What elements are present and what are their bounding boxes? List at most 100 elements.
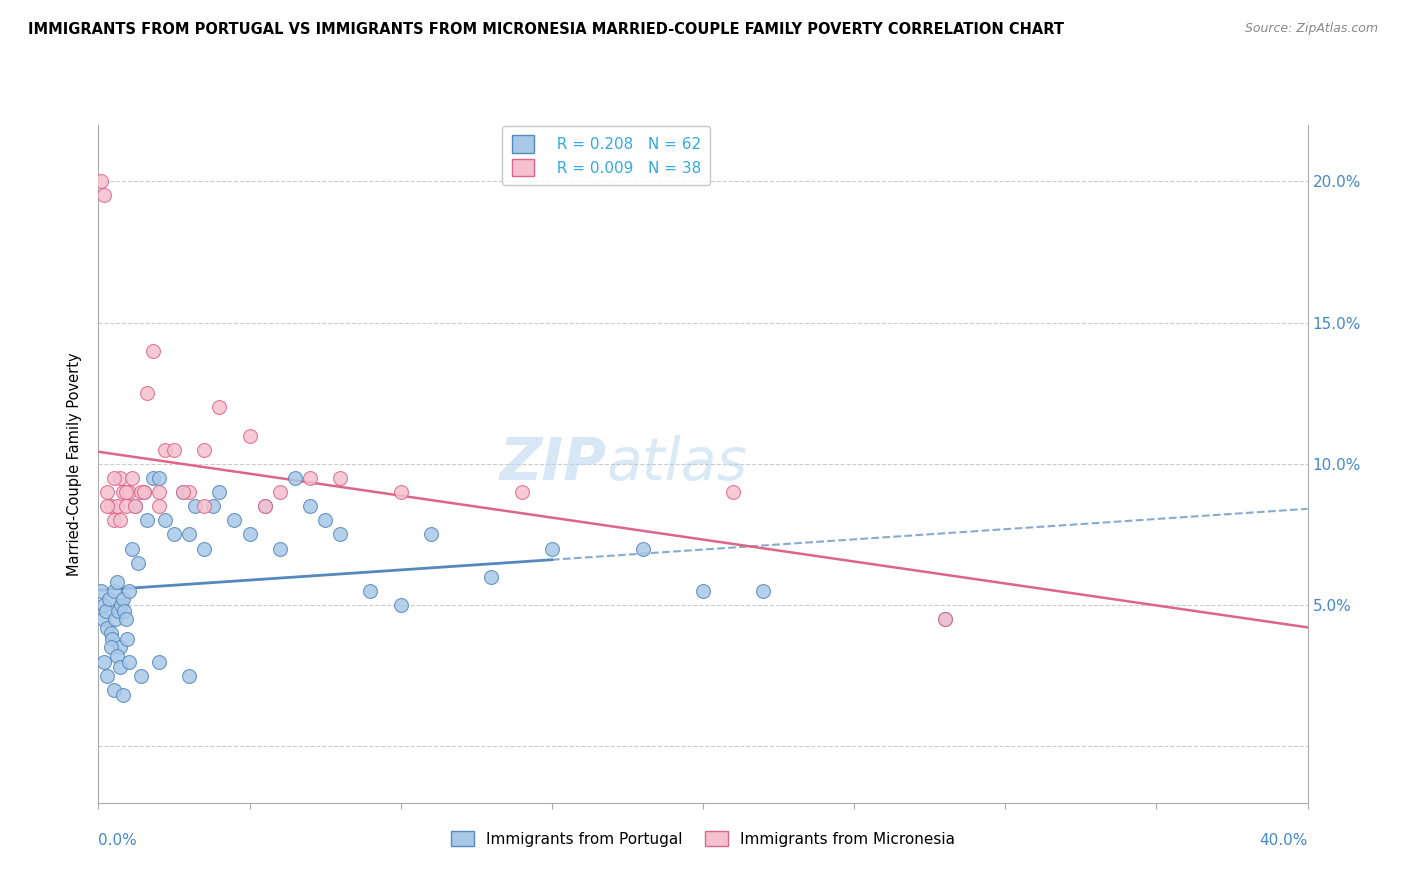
Point bbox=[360, 584, 382, 599]
Point bbox=[193, 541, 215, 556]
Point bbox=[96, 485, 118, 500]
Point bbox=[103, 682, 125, 697]
Point bbox=[239, 428, 262, 442]
Point bbox=[269, 485, 291, 500]
Point bbox=[108, 471, 131, 485]
Point bbox=[96, 669, 118, 683]
Point bbox=[118, 655, 141, 669]
Point bbox=[934, 612, 956, 626]
Point bbox=[934, 612, 956, 626]
Text: atlas: atlas bbox=[606, 435, 747, 492]
Point bbox=[153, 513, 176, 527]
Point bbox=[121, 471, 143, 485]
Point bbox=[115, 632, 138, 646]
Point bbox=[105, 575, 128, 590]
Point bbox=[172, 485, 194, 500]
Text: 40.0%: 40.0% bbox=[1260, 833, 1308, 848]
Y-axis label: Married-Couple Family Poverty: Married-Couple Family Poverty bbox=[67, 352, 83, 575]
Point bbox=[114, 500, 136, 514]
Point bbox=[118, 584, 141, 599]
Point bbox=[148, 655, 170, 669]
Point bbox=[692, 584, 714, 599]
Point bbox=[193, 500, 215, 514]
Point bbox=[148, 471, 170, 485]
Point bbox=[723, 485, 745, 500]
Point bbox=[121, 541, 143, 556]
Text: ZIP: ZIP bbox=[499, 435, 606, 492]
Point bbox=[148, 500, 170, 514]
Point bbox=[110, 598, 132, 612]
Point bbox=[124, 500, 146, 514]
Point bbox=[253, 500, 276, 514]
Point bbox=[91, 612, 114, 626]
Point bbox=[269, 541, 291, 556]
Text: IMMIGRANTS FROM PORTUGAL VS IMMIGRANTS FROM MICRONESIA MARRIED-COUPLE FAMILY POV: IMMIGRANTS FROM PORTUGAL VS IMMIGRANTS F… bbox=[28, 22, 1064, 37]
Point bbox=[148, 485, 170, 500]
Point bbox=[129, 485, 152, 500]
Point bbox=[100, 500, 122, 514]
Point bbox=[135, 386, 157, 401]
Point bbox=[284, 471, 307, 485]
Point bbox=[111, 689, 134, 703]
Point bbox=[179, 669, 201, 683]
Point bbox=[111, 485, 134, 500]
Point bbox=[101, 632, 124, 646]
Point bbox=[124, 500, 146, 514]
Point bbox=[96, 621, 118, 635]
Point bbox=[108, 513, 131, 527]
Point bbox=[90, 174, 112, 188]
Point bbox=[132, 485, 155, 500]
Point bbox=[510, 485, 533, 500]
Point bbox=[98, 592, 121, 607]
Point bbox=[107, 604, 129, 618]
Point bbox=[224, 513, 246, 527]
Point bbox=[94, 604, 117, 618]
Point bbox=[100, 640, 122, 655]
Point bbox=[103, 584, 125, 599]
Point bbox=[752, 584, 775, 599]
Legend: Immigrants from Portugal, Immigrants from Micronesia: Immigrants from Portugal, Immigrants fro… bbox=[444, 824, 962, 853]
Point bbox=[112, 604, 135, 618]
Point bbox=[132, 485, 155, 500]
Point bbox=[202, 500, 225, 514]
Point bbox=[104, 612, 127, 626]
Point bbox=[111, 592, 134, 607]
Point bbox=[129, 669, 152, 683]
Point bbox=[103, 513, 125, 527]
Point bbox=[90, 584, 112, 599]
Point bbox=[163, 442, 186, 457]
Point bbox=[172, 485, 194, 500]
Point bbox=[631, 541, 654, 556]
Point bbox=[127, 556, 149, 570]
Point bbox=[93, 188, 115, 202]
Point bbox=[93, 598, 115, 612]
Point bbox=[118, 485, 141, 500]
Point bbox=[93, 655, 115, 669]
Point bbox=[299, 500, 322, 514]
Point bbox=[389, 485, 412, 500]
Point bbox=[108, 660, 131, 674]
Point bbox=[142, 471, 165, 485]
Point bbox=[114, 612, 136, 626]
Point bbox=[541, 541, 564, 556]
Point bbox=[105, 648, 128, 663]
Point bbox=[314, 513, 336, 527]
Point bbox=[179, 485, 201, 500]
Point bbox=[420, 527, 443, 541]
Point bbox=[103, 471, 125, 485]
Point bbox=[142, 343, 165, 358]
Point bbox=[108, 640, 131, 655]
Text: Source: ZipAtlas.com: Source: ZipAtlas.com bbox=[1244, 22, 1378, 36]
Point bbox=[179, 527, 201, 541]
Point bbox=[481, 570, 503, 584]
Point bbox=[329, 527, 352, 541]
Point bbox=[114, 485, 136, 500]
Point bbox=[299, 471, 322, 485]
Point bbox=[105, 500, 128, 514]
Point bbox=[208, 485, 231, 500]
Point bbox=[153, 442, 176, 457]
Point bbox=[184, 500, 207, 514]
Point bbox=[208, 401, 231, 415]
Point bbox=[253, 500, 276, 514]
Point bbox=[100, 626, 122, 640]
